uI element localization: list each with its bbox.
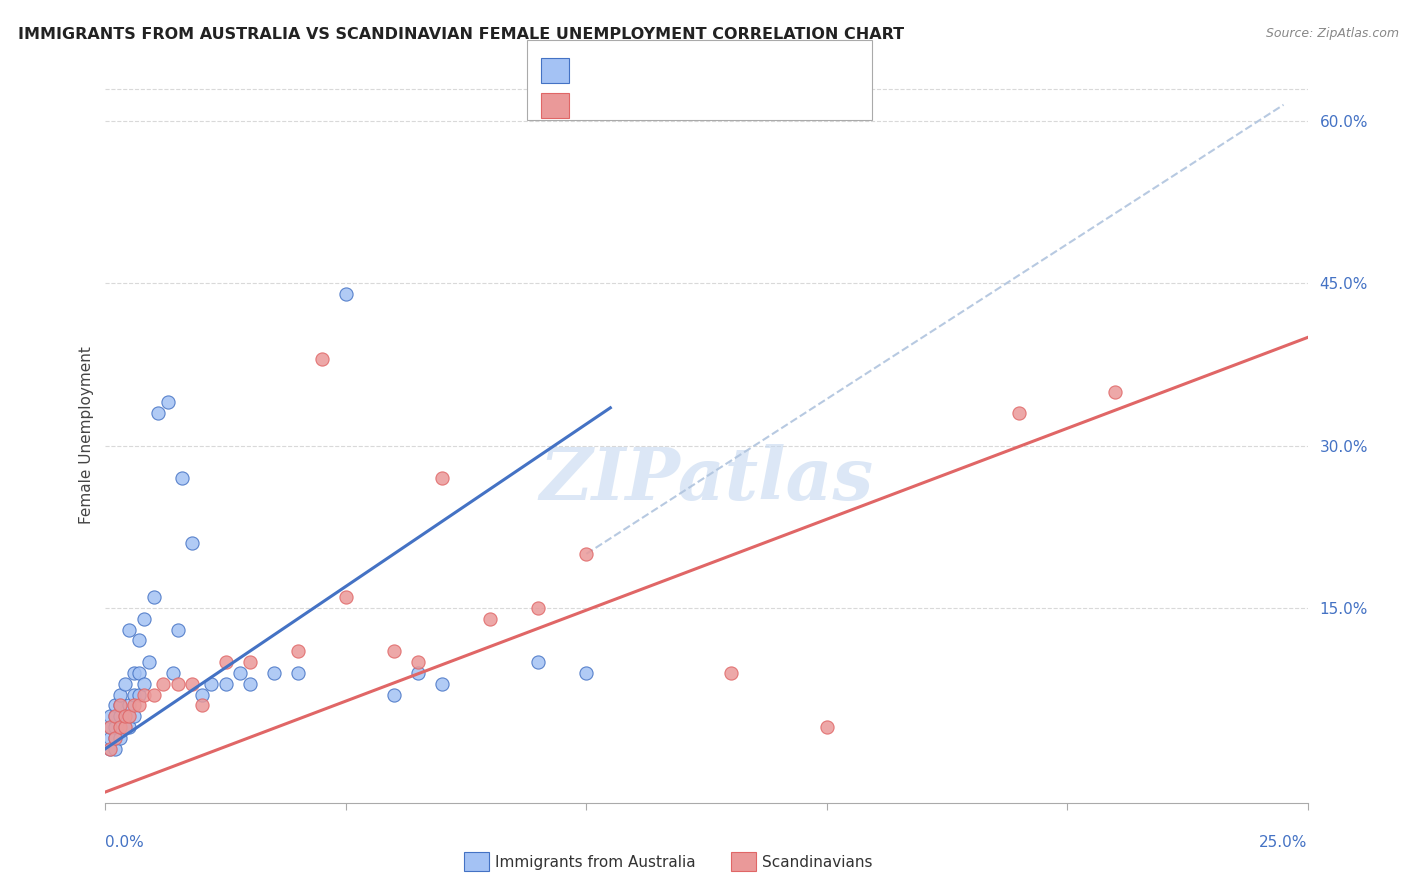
Point	[98, 741, 121, 756]
Text: R = 0.647   N = 32: R = 0.647 N = 32	[583, 97, 763, 115]
Point	[132, 688, 155, 702]
Point	[142, 590, 165, 604]
Point	[108, 720, 131, 734]
Point	[287, 644, 309, 658]
Point	[181, 536, 204, 550]
Point	[98, 731, 121, 745]
Point	[479, 612, 502, 626]
Point	[190, 698, 212, 713]
Point	[815, 720, 838, 734]
Text: Source: ZipAtlas.com: Source: ZipAtlas.com	[1265, 27, 1399, 40]
Point	[166, 623, 188, 637]
Point	[114, 677, 136, 691]
Point	[311, 352, 333, 367]
Point	[382, 688, 405, 702]
Point	[527, 601, 550, 615]
Point	[430, 471, 453, 485]
Point	[124, 688, 146, 702]
Point	[108, 698, 131, 713]
Text: Immigrants from Australia: Immigrants from Australia	[495, 855, 696, 870]
Text: 0.0%: 0.0%	[105, 836, 145, 850]
Point	[190, 688, 212, 702]
Point	[172, 471, 194, 485]
Point	[114, 709, 136, 723]
Point	[98, 709, 121, 723]
Point	[152, 677, 174, 691]
Point	[104, 709, 127, 723]
Point	[98, 720, 121, 734]
Point	[132, 677, 155, 691]
Point	[156, 395, 179, 409]
Point	[181, 677, 204, 691]
Text: Scandinavians: Scandinavians	[762, 855, 873, 870]
Text: ZIPatlas: ZIPatlas	[540, 443, 873, 515]
Text: IMMIGRANTS FROM AUSTRALIA VS SCANDINAVIAN FEMALE UNEMPLOYMENT CORRELATION CHART: IMMIGRANTS FROM AUSTRALIA VS SCANDINAVIA…	[18, 27, 904, 42]
Point	[166, 677, 188, 691]
Point	[128, 688, 150, 702]
Point	[239, 655, 262, 669]
Point	[575, 665, 598, 680]
Point	[124, 698, 146, 713]
Point	[104, 731, 127, 745]
Point	[124, 709, 146, 723]
Point	[104, 698, 127, 713]
Point	[1104, 384, 1126, 399]
Point	[104, 709, 127, 723]
Point	[108, 698, 131, 713]
Point	[575, 547, 598, 561]
Point	[263, 665, 285, 680]
Point	[118, 709, 141, 723]
Point	[214, 677, 236, 691]
Point	[114, 720, 136, 734]
Point	[138, 655, 160, 669]
Point	[118, 720, 141, 734]
Text: R = 0.607   N = 50: R = 0.607 N = 50	[583, 62, 763, 79]
Point	[124, 665, 146, 680]
Y-axis label: Female Unemployment: Female Unemployment	[79, 346, 94, 524]
Point	[142, 688, 165, 702]
Point	[98, 741, 121, 756]
Point	[214, 655, 236, 669]
Point	[108, 709, 131, 723]
Point	[239, 677, 262, 691]
Point	[104, 741, 127, 756]
Point	[1008, 406, 1031, 420]
Point	[527, 655, 550, 669]
Point	[108, 731, 131, 745]
Point	[229, 665, 252, 680]
Point	[287, 665, 309, 680]
Point	[128, 698, 150, 713]
Point	[114, 720, 136, 734]
Point	[406, 665, 429, 680]
Point	[148, 406, 170, 420]
Point	[132, 612, 155, 626]
Point	[406, 655, 429, 669]
Point	[118, 623, 141, 637]
Point	[104, 731, 127, 745]
Point	[118, 698, 141, 713]
Point	[104, 720, 127, 734]
Point	[162, 665, 184, 680]
Text: 25.0%: 25.0%	[1260, 836, 1308, 850]
Point	[118, 709, 141, 723]
Point	[128, 633, 150, 648]
Point	[335, 287, 357, 301]
Point	[200, 677, 222, 691]
Point	[114, 709, 136, 723]
Point	[108, 720, 131, 734]
Point	[335, 590, 357, 604]
Point	[430, 677, 453, 691]
Point	[128, 665, 150, 680]
Point	[98, 720, 121, 734]
Point	[720, 665, 742, 680]
Point	[108, 688, 131, 702]
Point	[382, 644, 405, 658]
